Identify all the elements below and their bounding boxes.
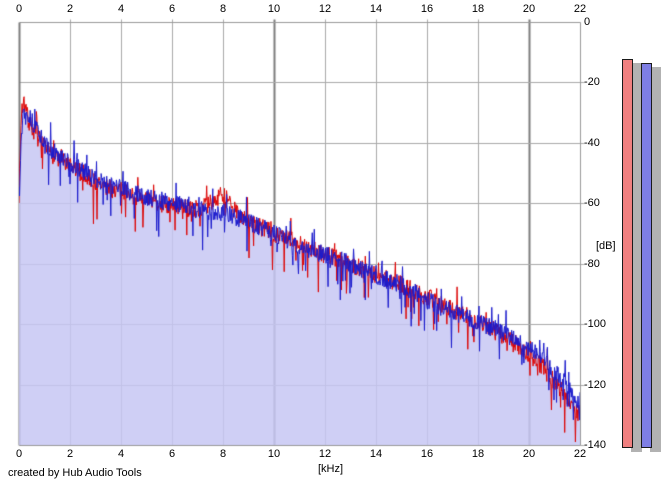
level-meter-right-bar: [641, 63, 652, 448]
y-tick-label--100: -100: [584, 318, 607, 331]
x-tick-label-top-0: 0: [15, 3, 23, 15]
x-tick-label-bottom-18: 18: [471, 448, 485, 460]
x-tick-label-top-12: 12: [318, 3, 332, 15]
level-meter-left-bar: [622, 59, 633, 448]
x-tick-label-bottom-20: 20: [522, 448, 536, 460]
x-tick-label-top-14: 14: [369, 3, 383, 15]
x-tick-label-top-6: 6: [168, 3, 176, 15]
y-tick-label--20: -20: [584, 76, 600, 89]
x-tick-label-bottom-2: 2: [66, 448, 74, 460]
x-tick-label-top-10: 10: [267, 3, 281, 15]
x-tick-label-top-18: 18: [471, 3, 485, 15]
x-tick-label-bottom-4: 4: [117, 448, 125, 460]
y-tick-label--140: -140: [584, 439, 607, 451]
db-axis-unit-label: [dB]: [596, 240, 616, 252]
x-tick-label-top-22: 22: [573, 3, 587, 15]
x-tick-label-top-8: 8: [219, 3, 227, 15]
x-tick-label-bottom-14: 14: [369, 448, 383, 460]
x-tick-label-top-20: 20: [522, 3, 536, 15]
x-tick-label-top-16: 16: [420, 3, 434, 15]
y-tick-label--60: -60: [584, 197, 600, 210]
x-tick-label-bottom-16: 16: [420, 448, 434, 460]
x-tick-label-bottom-8: 8: [219, 448, 227, 460]
x-tick-label-bottom-0: 0: [15, 448, 23, 460]
credit-text: created by Hub Audio Tools: [8, 467, 142, 479]
khz-axis-unit-label: [kHz]: [318, 463, 344, 475]
y-tick-label--120: -120: [584, 378, 607, 391]
y-tick-label--40: -40: [584, 136, 600, 149]
y-tick-label--80: -80: [584, 257, 600, 270]
y-tick-label-0: 0: [584, 16, 591, 28]
x-tick-label-bottom-22: 22: [573, 448, 587, 460]
x-tick-label-top-4: 4: [117, 3, 125, 15]
x-tick-label-bottom-10: 10: [267, 448, 281, 460]
x-tick-label-bottom-12: 12: [318, 448, 332, 460]
x-tick-label-bottom-6: 6: [168, 448, 176, 460]
x-tick-label-top-2: 2: [66, 3, 74, 15]
